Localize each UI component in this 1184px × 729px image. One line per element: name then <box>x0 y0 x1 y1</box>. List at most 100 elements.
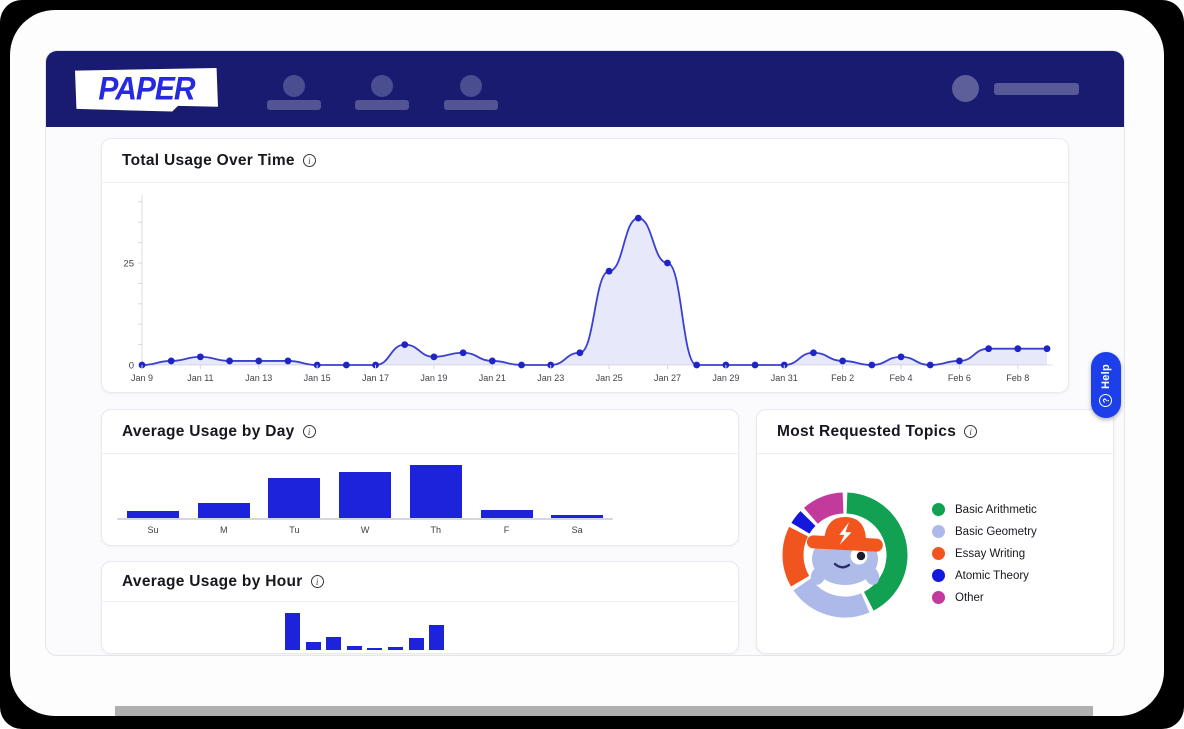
legend-dot <box>932 503 945 516</box>
legend-item: Essay Writing <box>932 547 1037 560</box>
bar-baseline <box>329 518 402 520</box>
legend-dot <box>932 525 945 538</box>
x-tick-label: Jan 29 <box>712 373 739 383</box>
nav-placeholder-label <box>444 100 498 110</box>
card-title: Average Usage by Day <box>122 422 295 440</box>
donut-segment <box>782 492 908 618</box>
data-point <box>284 357 292 365</box>
user-name-placeholder <box>994 82 1079 95</box>
card-title: Average Usage by Hour <box>122 572 303 590</box>
nav-placeholder-label <box>355 100 409 110</box>
day-bar <box>480 510 533 518</box>
card-title-row: Average Usage by Hour i <box>102 562 738 602</box>
legend-item: Atomic Theory <box>932 569 1037 582</box>
x-tick-label: Jan 25 <box>596 373 623 383</box>
legend-item: Basic Arithmetic <box>932 503 1037 516</box>
data-point <box>605 267 613 275</box>
info-icon[interactable]: i <box>302 425 316 438</box>
day-bar <box>409 465 462 518</box>
x-tick-label: Jan 31 <box>771 373 798 383</box>
legend-item: Basic Geometry <box>932 525 1037 538</box>
data-point <box>488 357 496 365</box>
nav-placeholder-label <box>267 100 321 110</box>
mascot-icon <box>806 517 883 585</box>
data-point <box>518 361 525 369</box>
legend-dot <box>932 591 945 604</box>
data-point <box>255 357 263 365</box>
data-point <box>985 345 993 353</box>
hour-bar <box>388 647 403 650</box>
help-inner: ? Help <box>1099 363 1113 407</box>
card-title-row: Average Usage by Day i <box>102 410 738 454</box>
card-title: Total Usage Over Time <box>122 151 295 169</box>
data-point <box>342 361 350 369</box>
data-point <box>868 361 876 369</box>
y-tick-label: 25 <box>123 259 134 270</box>
card-title-row: Total Usage Over Time i <box>102 139 1068 183</box>
legend-label: Atomic Theory <box>955 569 1029 582</box>
info-icon[interactable]: i <box>310 575 324 588</box>
legend-label: Essay Writing <box>955 547 1026 560</box>
info-icon[interactable]: i <box>302 154 316 167</box>
x-tick-label: Jan 21 <box>479 373 506 383</box>
x-tick-label: Feb 2 <box>831 373 854 383</box>
topics-body: Basic Arithmetic Basic Geometry Essay Writ… <box>757 454 1113 653</box>
bar-baseline <box>399 518 472 520</box>
data-point <box>810 349 817 357</box>
hour-bar-plot <box>102 602 738 650</box>
day-bar <box>197 503 250 518</box>
data-point <box>459 349 467 357</box>
nav-item-placeholder-3[interactable] <box>443 75 499 110</box>
data-point <box>226 357 233 365</box>
x-tick-label: Jan 27 <box>654 373 681 383</box>
hour-bar <box>326 637 342 650</box>
question-mark-icon: ? <box>1099 393 1113 407</box>
hour-bar <box>408 638 424 650</box>
x-tick-label: Jan 19 <box>420 373 447 383</box>
usage-area-fill <box>142 218 1047 365</box>
x-tick-label: Feb 4 <box>890 373 913 383</box>
bar-baseline <box>117 518 189 520</box>
avatar <box>952 75 979 102</box>
usage-line-chart: 0 25 Jan 9 Jan 11 Jan 13 Jan 15 Jan 17 Jan 19 Ja… <box>123 195 1053 383</box>
legend-dot <box>932 569 945 582</box>
bar-baseline <box>258 518 331 520</box>
day-label: W <box>360 525 370 535</box>
data-point <box>167 357 175 365</box>
app-window: PAPER Total Usage Over Time <box>45 50 1125 656</box>
data-point <box>839 357 847 365</box>
nav-item-placeholder-1[interactable] <box>266 75 322 110</box>
y-tick-label: 0 <box>129 361 134 372</box>
paper-logo[interactable]: PAPER <box>75 68 218 112</box>
card-most-requested-topics: Most Requested Topics i <box>756 409 1114 654</box>
user-menu[interactable] <box>952 75 1079 102</box>
day-bar <box>268 478 321 518</box>
day-bar <box>127 511 179 518</box>
nav-item-placeholder-2[interactable] <box>354 75 410 110</box>
card-average-usage-by-hour: Average Usage by Hour i <box>101 561 739 654</box>
nav-placeholder-icon <box>460 75 482 97</box>
x-tick-label: Jan 17 <box>362 373 389 383</box>
data-point <box>956 357 963 365</box>
x-tick-label: Jan 11 <box>187 373 213 383</box>
data-point <box>751 361 759 369</box>
data-point <box>897 353 905 361</box>
day-bar-plot: Su M Tu W Th F Sa <box>102 454 738 545</box>
data-point <box>693 361 701 369</box>
day-label: M <box>219 525 228 535</box>
x-tick-label: Feb 6 <box>948 373 971 383</box>
nav-placeholder-icon <box>283 75 305 97</box>
nav-placeholder-icon <box>371 75 393 97</box>
x-tick-label: Jan 15 <box>304 373 331 383</box>
day-label: Tu <box>289 525 300 535</box>
help-button[interactable]: ? Help <box>1091 352 1121 418</box>
hour-bar <box>305 641 321 650</box>
day-label: Th <box>430 525 442 535</box>
day-label: Sa <box>571 525 583 535</box>
card-title-row: Most Requested Topics i <box>757 410 1113 454</box>
hour-bar <box>285 613 300 650</box>
card-title: Most Requested Topics <box>777 422 957 440</box>
data-point <box>1043 345 1051 353</box>
info-icon[interactable]: i <box>964 425 978 438</box>
